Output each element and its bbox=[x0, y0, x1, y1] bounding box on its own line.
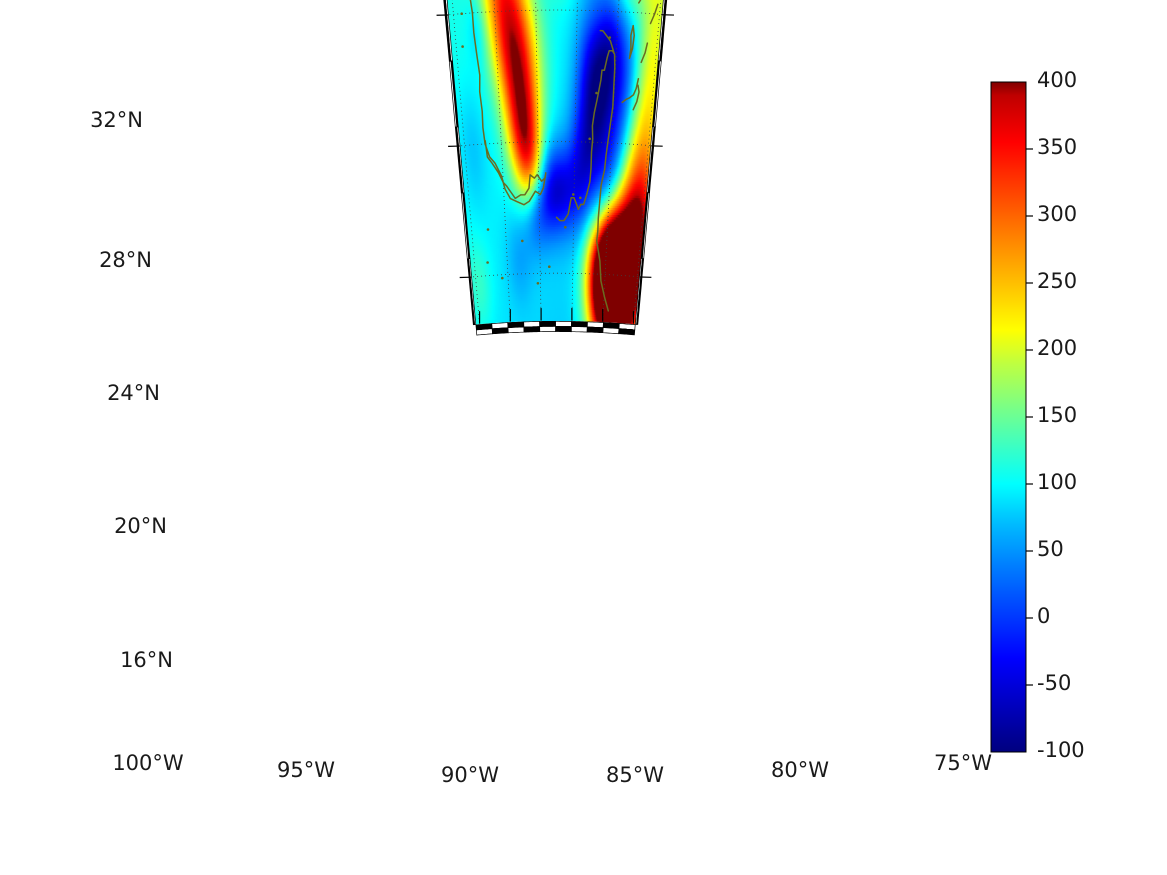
lon-tick-label: 85°W bbox=[606, 763, 664, 787]
coastline-path bbox=[640, 42, 649, 64]
colorbar-tick-label: 0 bbox=[1037, 604, 1051, 628]
island-speck bbox=[588, 137, 591, 141]
coastline-path bbox=[632, 84, 640, 111]
coastline-path bbox=[466, 0, 547, 206]
gridline-lat bbox=[469, 272, 641, 278]
island-speck bbox=[460, 12, 464, 15]
island-speck bbox=[521, 239, 524, 243]
colorbar-tick-label: 100 bbox=[1037, 470, 1078, 494]
colorbar-tick-label: 250 bbox=[1037, 269, 1078, 293]
colorbar-tick-label: 350 bbox=[1037, 135, 1078, 159]
map-border-segment bbox=[443, 0, 477, 326]
island-speck bbox=[564, 225, 567, 229]
border-stripe bbox=[618, 328, 636, 336]
coastline-path bbox=[577, 49, 616, 312]
colorbar-tick-label: -100 bbox=[1037, 738, 1085, 762]
colorbar-tick-label: 300 bbox=[1037, 202, 1078, 226]
island-speck bbox=[579, 196, 582, 200]
island-speck bbox=[461, 45, 464, 48]
coastline-path bbox=[599, 29, 615, 54]
graticule bbox=[423, 0, 690, 325]
colorbar-tick-label: 150 bbox=[1037, 403, 1078, 427]
gridline-lat bbox=[445, 9, 664, 16]
gridline-lat bbox=[457, 141, 653, 147]
island-speck bbox=[536, 282, 540, 285]
lon-tick-label: 100°W bbox=[112, 751, 184, 775]
colorbar-tick-label: 400 bbox=[1037, 68, 1078, 92]
lat-tick-label: 28°N bbox=[99, 248, 152, 272]
map-border-segment bbox=[475, 320, 636, 336]
colorbar-tick-label: 200 bbox=[1037, 336, 1078, 360]
island-speck bbox=[572, 193, 575, 196]
lon-tick-label: 80°W bbox=[771, 758, 829, 782]
island-speck bbox=[608, 36, 612, 39]
island-speck bbox=[548, 265, 551, 269]
lat-tick-label: 32°N bbox=[90, 108, 143, 132]
coastline-path bbox=[638, 0, 647, 4]
lon-tick-label: 95°W bbox=[277, 758, 335, 782]
border-stripe bbox=[466, 258, 475, 326]
colorbar-gradient bbox=[990, 81, 1027, 753]
lon-tick-label: 90°W bbox=[441, 763, 499, 787]
lon-tick-label: 75°W bbox=[934, 751, 992, 775]
island-speck bbox=[486, 261, 489, 264]
colorbar-tick-label: -50 bbox=[1037, 671, 1072, 695]
lat-tick-label: 24°N bbox=[107, 381, 160, 405]
island-speck bbox=[501, 276, 504, 280]
coastline-path bbox=[628, 24, 635, 60]
lat-tick-label: 20°N bbox=[114, 514, 167, 538]
coastlines bbox=[460, 0, 659, 312]
axis-ticks bbox=[436, 14, 675, 324]
island-speck bbox=[595, 91, 598, 95]
coastline-path bbox=[649, 3, 659, 25]
coastline-path bbox=[555, 196, 580, 222]
border-stripe bbox=[636, 258, 645, 325]
lat-tick-label: 16°N bbox=[120, 648, 173, 672]
island-speck bbox=[486, 228, 490, 231]
coastline-path bbox=[621, 77, 640, 104]
colorbar-tick-label: 50 bbox=[1037, 537, 1064, 561]
